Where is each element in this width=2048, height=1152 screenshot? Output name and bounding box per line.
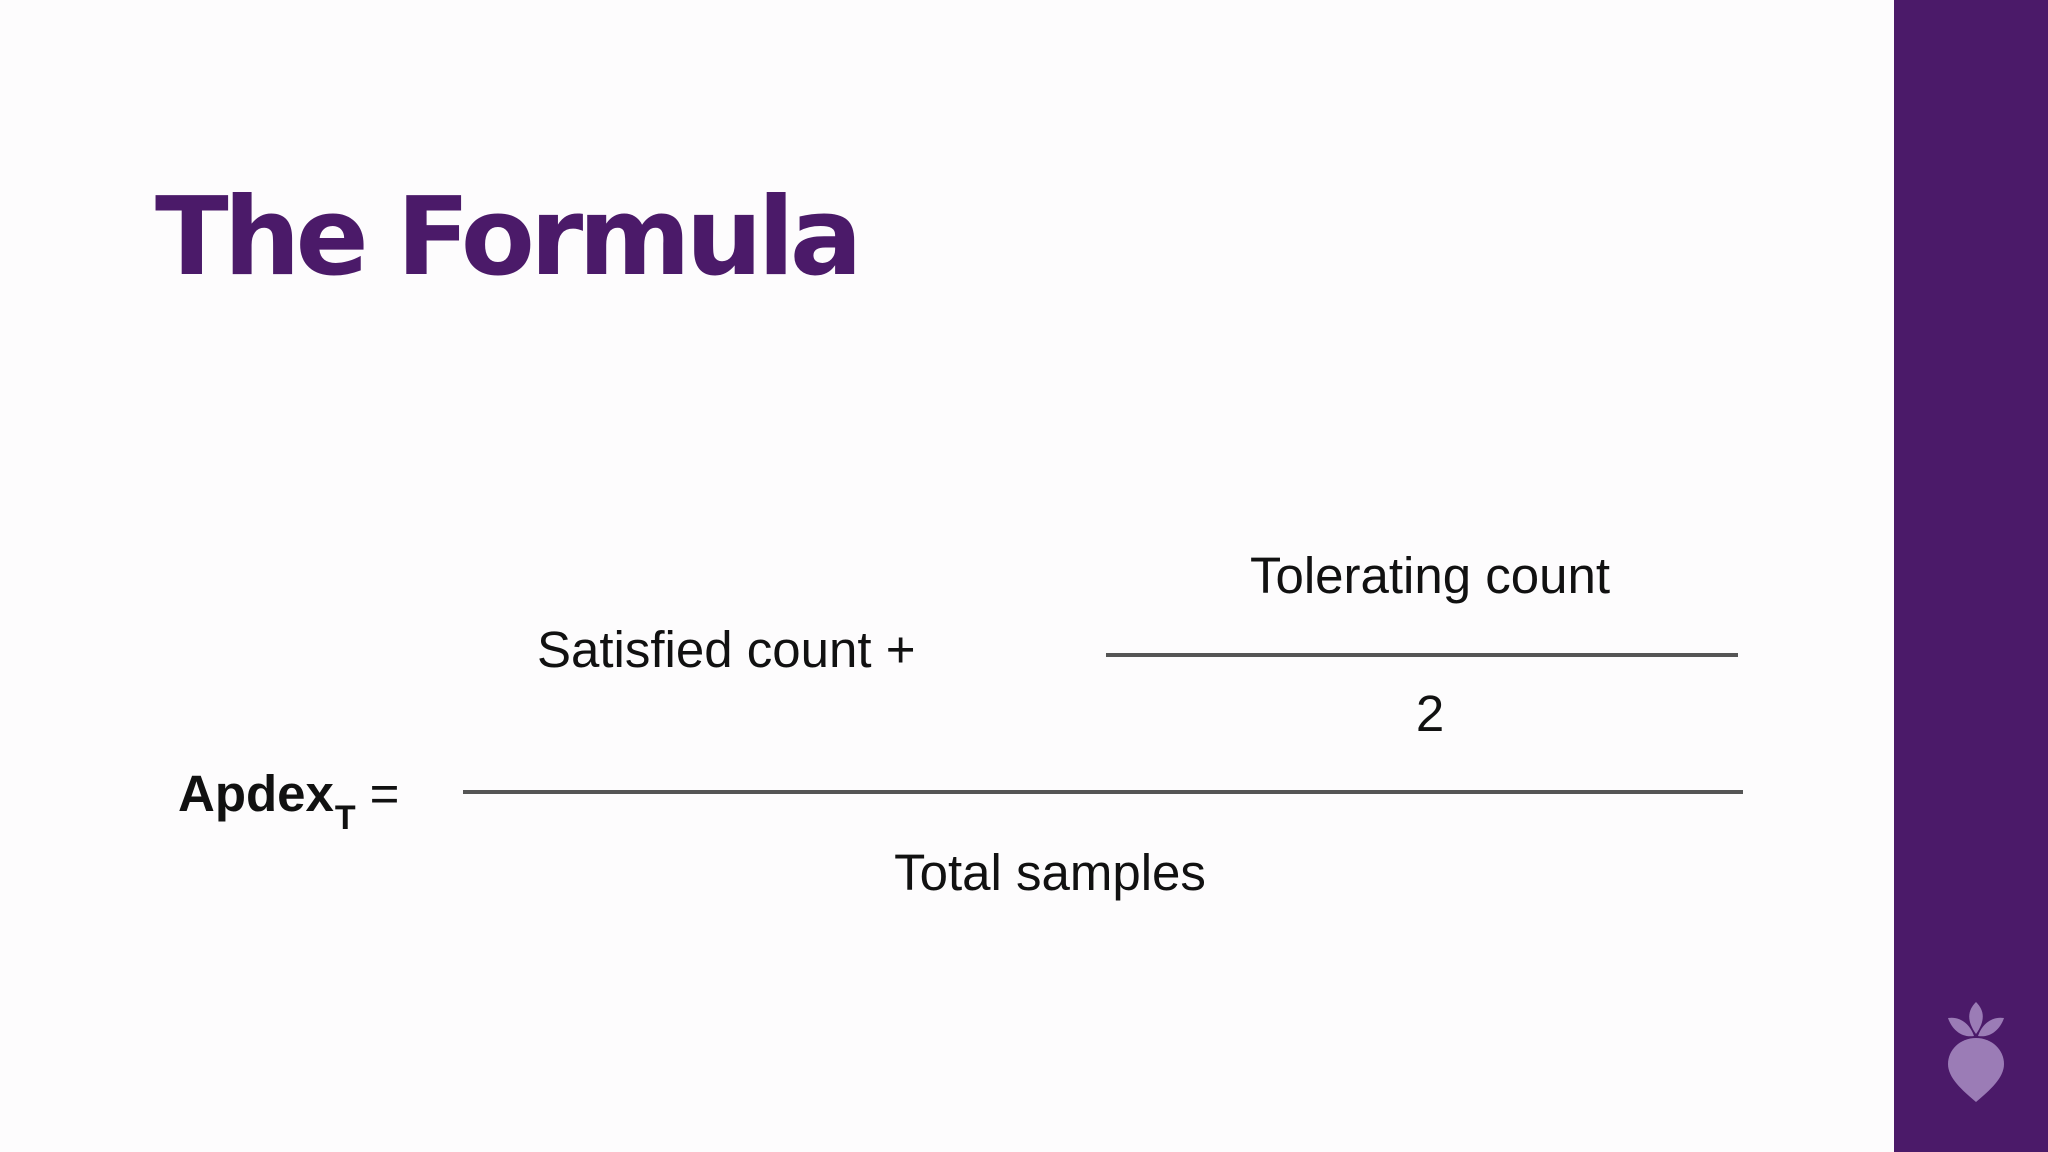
main-fraction-bar (463, 790, 1743, 794)
beet-logo-icon (1948, 1002, 2004, 1102)
inner-denominator-text: 2 (1415, 685, 1445, 742)
inner-fraction-bar (1106, 653, 1738, 657)
tolerating-count-text: Tolerating count (1249, 547, 1611, 604)
apdex-subscript: T (334, 799, 356, 837)
apdex-symbol: Apdex (178, 765, 334, 822)
equals-sign: = (369, 765, 400, 822)
satisfied-count-text: Satisfied count + (537, 621, 916, 678)
total-samples-text: Total samples (894, 844, 1206, 901)
apdex-label: ApdexT = (178, 764, 400, 837)
slide-title: The Formula (155, 175, 863, 300)
brand-sidebar (1894, 0, 2048, 1152)
